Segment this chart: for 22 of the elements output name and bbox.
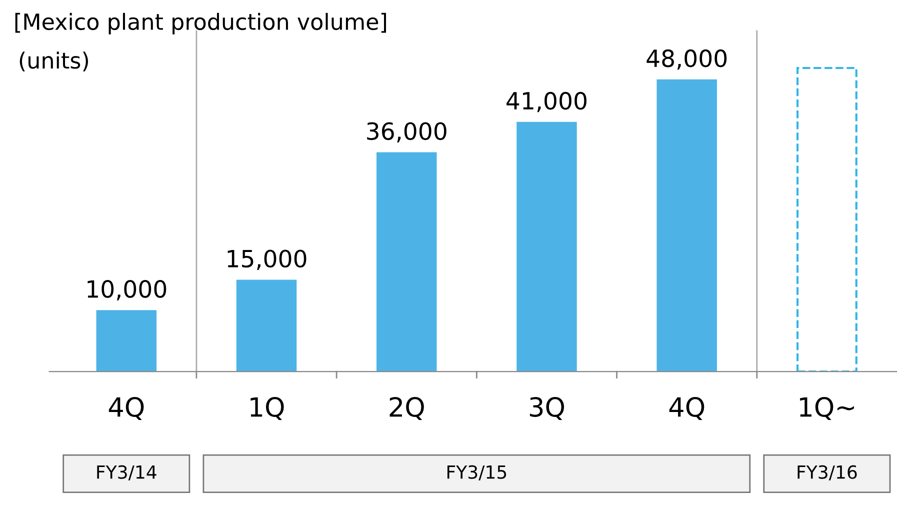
bar bbox=[656, 79, 717, 372]
text: FY3/16 bbox=[798, 465, 857, 480]
data-label: 48,000 bbox=[646, 49, 727, 70]
x-tick-label: 2Q bbox=[390, 396, 424, 420]
x-tick-label: 1Q∼ bbox=[800, 396, 854, 420]
chart-title: [Mexico plant production volume] bbox=[15, 12, 386, 34]
data-label: 10,000 bbox=[88, 280, 166, 300]
x-tick-label: 1Q bbox=[250, 396, 284, 420]
x-tick-label: 4Q bbox=[669, 396, 704, 420]
x-tick-label: 4Q bbox=[108, 396, 144, 420]
bar bbox=[236, 280, 297, 372]
data-label: 41,000 bbox=[506, 92, 586, 112]
data-label: 36,000 bbox=[367, 122, 446, 142]
x-tick-label: 3Q bbox=[530, 396, 564, 420]
text: FY3/15 bbox=[447, 465, 506, 480]
bar bbox=[796, 66, 858, 372]
text: FY3/14 bbox=[97, 465, 156, 480]
bar bbox=[376, 152, 437, 372]
y-axis-title: (units) bbox=[20, 52, 88, 72]
bar bbox=[96, 310, 157, 372]
data-label: 15,000 bbox=[228, 250, 306, 270]
bar bbox=[516, 122, 577, 372]
